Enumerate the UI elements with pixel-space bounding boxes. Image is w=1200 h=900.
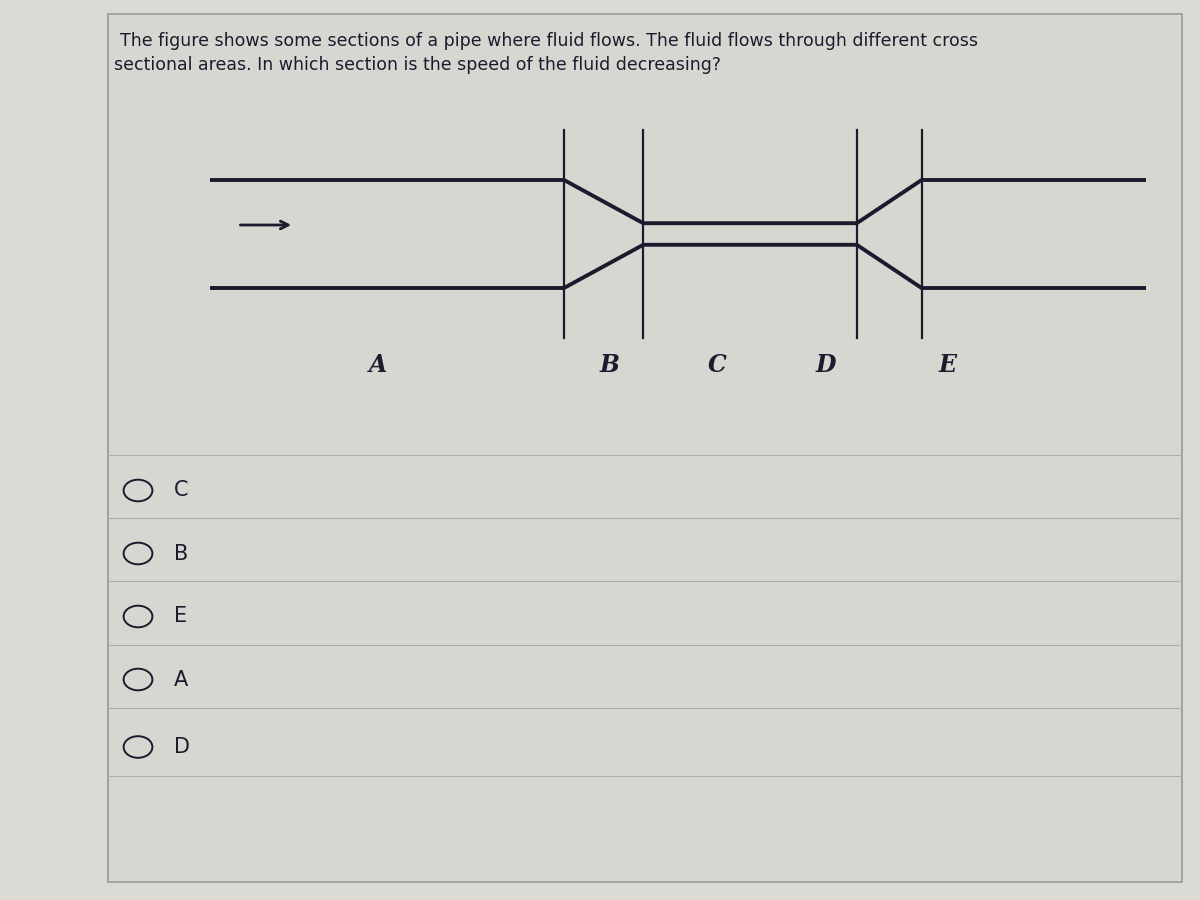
- Text: D: D: [174, 737, 190, 757]
- Text: D: D: [815, 353, 836, 376]
- FancyBboxPatch shape: [108, 14, 1182, 882]
- Text: A: A: [174, 670, 188, 689]
- Text: The figure shows some sections of a pipe where fluid flows. The fluid flows thro: The figure shows some sections of a pipe…: [120, 32, 978, 50]
- Text: B: B: [174, 544, 188, 563]
- Text: E: E: [940, 353, 958, 376]
- Text: E: E: [174, 607, 187, 626]
- Text: sectional areas. In which section is the speed of the fluid decreasing?: sectional areas. In which section is the…: [114, 56, 721, 74]
- Text: B: B: [600, 353, 619, 376]
- Text: A: A: [368, 353, 388, 376]
- Text: C: C: [708, 353, 727, 376]
- Text: C: C: [174, 481, 188, 500]
